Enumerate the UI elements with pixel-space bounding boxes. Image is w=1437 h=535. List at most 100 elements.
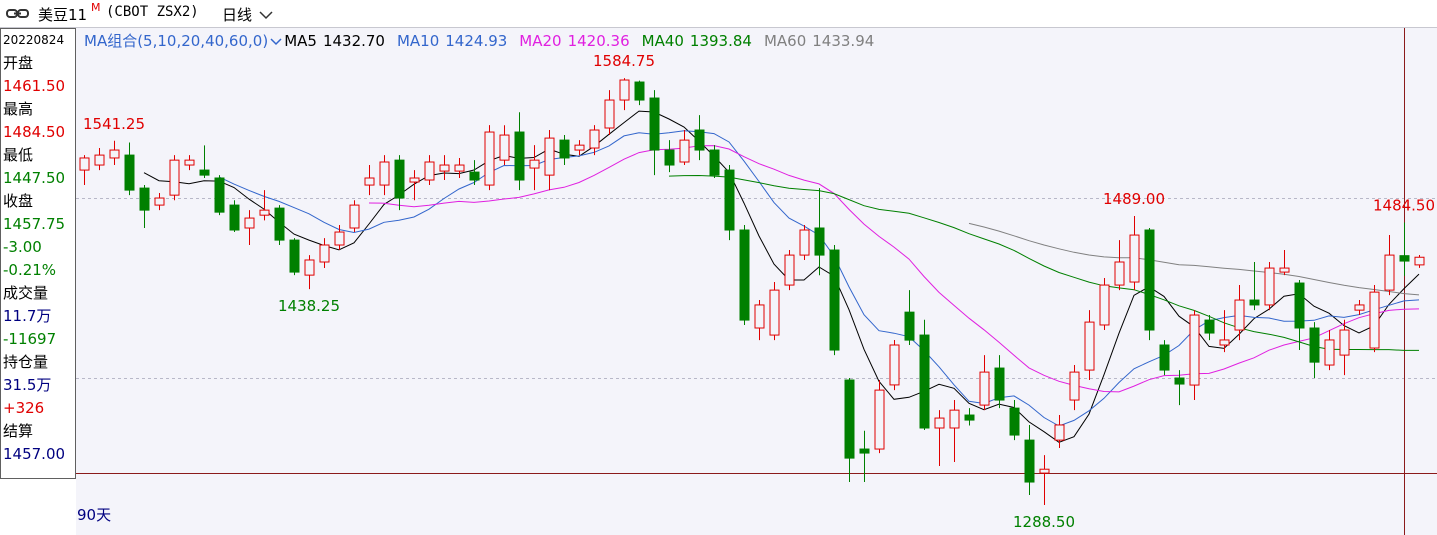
candle-body — [1234, 299, 1245, 331]
candle-body — [739, 229, 750, 321]
info-line: -11697 — [3, 330, 57, 348]
candle-body — [979, 371, 990, 406]
candle-body — [889, 344, 900, 386]
candle-body — [1279, 267, 1290, 273]
candle-body — [304, 259, 315, 276]
candle-body — [1324, 339, 1335, 366]
ma-legend-value: 1424.93 — [445, 32, 508, 50]
candle-body — [259, 209, 270, 216]
candle-body — [574, 144, 585, 151]
candle-body — [499, 134, 510, 161]
candle-body — [1159, 344, 1170, 371]
candle-body — [1129, 234, 1140, 283]
info-line: 最高 — [3, 100, 34, 118]
info-panel: 20220824 开盘 1461.50 最高 1484.50 最低 1447.50 收盘 145… — [0, 28, 76, 479]
period[interactable]: 日线 — [222, 6, 253, 24]
candle-body — [634, 81, 645, 101]
candle-body — [229, 204, 240, 231]
candle-body — [799, 229, 810, 256]
candle-body — [469, 171, 480, 181]
symbol: 美豆11 — [38, 6, 88, 24]
candle-body — [199, 169, 210, 176]
header: 美豆11 M (CBOT ZSX2) 日线 — [0, 0, 1437, 28]
candle-body — [934, 417, 945, 429]
candle-body — [454, 164, 465, 172]
candle-body — [1204, 319, 1215, 334]
ma-legend-item: MA5 1432.70 — [284, 30, 385, 52]
candle-body — [1249, 299, 1260, 306]
candle-body — [1309, 327, 1320, 363]
candle-body — [904, 311, 915, 341]
candle-body — [1039, 468, 1050, 474]
candle-body — [124, 154, 135, 191]
candle-body — [1099, 284, 1110, 326]
candle-body — [874, 389, 885, 450]
ma-legend: MA组合(5,10,20,40,60,0) MA5 1432.70 MA10 1424… — [84, 30, 886, 52]
ma-legend-name: MA60 — [763, 32, 807, 50]
info-date: 20220824 — [3, 33, 65, 47]
candle-body — [1174, 377, 1185, 385]
info-line: 持仓量 — [3, 353, 49, 371]
ma-legend-title[interactable]: MA组合(5,10,20,40,60,0) — [84, 32, 269, 50]
info-line: -0.21% — [3, 261, 57, 279]
candle-body — [784, 254, 795, 286]
candle-body — [424, 161, 435, 181]
candle-body — [724, 169, 735, 231]
candle-body — [1069, 371, 1080, 401]
candle-body — [1369, 291, 1380, 349]
high-label: 1584.75 — [593, 52, 655, 70]
high-label: 1484.50 — [1373, 197, 1435, 215]
candle-body — [679, 139, 690, 163]
candle-body — [394, 159, 405, 199]
candle-body — [1144, 229, 1155, 331]
ma-legend-item: MA20 1420.36 — [519, 30, 629, 52]
candle-body — [949, 409, 960, 429]
ma-legend-value: 1393.84 — [689, 32, 752, 50]
candle-body — [214, 177, 225, 213]
chart: 1541.25 1438.25 1584.75 1288.50 1489.00 1484.… — [76, 28, 1437, 535]
period-dropdown[interactable] — [259, 10, 273, 20]
candle-body — [1414, 256, 1425, 266]
candle-body — [139, 187, 150, 211]
candle-body — [379, 161, 390, 186]
info-line: 11.7万 — [3, 307, 52, 325]
candle-body — [514, 131, 525, 181]
high-label: 1541.25 — [83, 115, 145, 133]
candle-body — [319, 244, 330, 263]
candle-body — [439, 164, 450, 172]
ma-legend-value: 1433.94 — [812, 32, 875, 50]
candle-body — [79, 157, 90, 171]
info-line: 1484.50 — [3, 123, 66, 141]
ma-legend-name: MA5 — [284, 32, 317, 50]
candle-body — [589, 129, 600, 149]
range-label: 90天 — [77, 506, 112, 524]
link-icon[interactable] — [6, 7, 30, 21]
ma-dropdown[interactable] — [268, 30, 284, 52]
ma-legend-value: 1420.36 — [567, 32, 630, 50]
candle-body — [1219, 339, 1230, 346]
candle-body — [364, 177, 375, 186]
info-line: 收盘 — [3, 192, 34, 210]
candle-body — [289, 239, 300, 273]
candle-body — [544, 137, 555, 176]
candle-body — [1189, 314, 1200, 386]
candle-body — [814, 227, 825, 256]
info-line: 最低 — [3, 146, 34, 164]
ma-legend-name: MA40 — [641, 32, 684, 50]
annotations: 1541.25 1438.25 1584.75 1288.50 1489.00 1484.… — [83, 52, 1435, 531]
info-line: 31.5万 — [3, 376, 52, 394]
candle-body — [529, 159, 540, 169]
candle-body — [1384, 254, 1395, 291]
candle-body — [1354, 304, 1365, 311]
candle-body — [754, 304, 765, 329]
candle-body — [169, 159, 180, 196]
candle-body — [619, 79, 630, 101]
candle-body — [994, 367, 1005, 401]
info-line: 结算 — [3, 422, 34, 440]
symbol-code: (CBOT ZSX2) — [106, 4, 199, 20]
info-line: 1457.00 — [3, 445, 66, 463]
candle-body — [604, 99, 615, 129]
candle-body — [964, 414, 975, 421]
low-label: 1288.50 — [1013, 513, 1075, 531]
